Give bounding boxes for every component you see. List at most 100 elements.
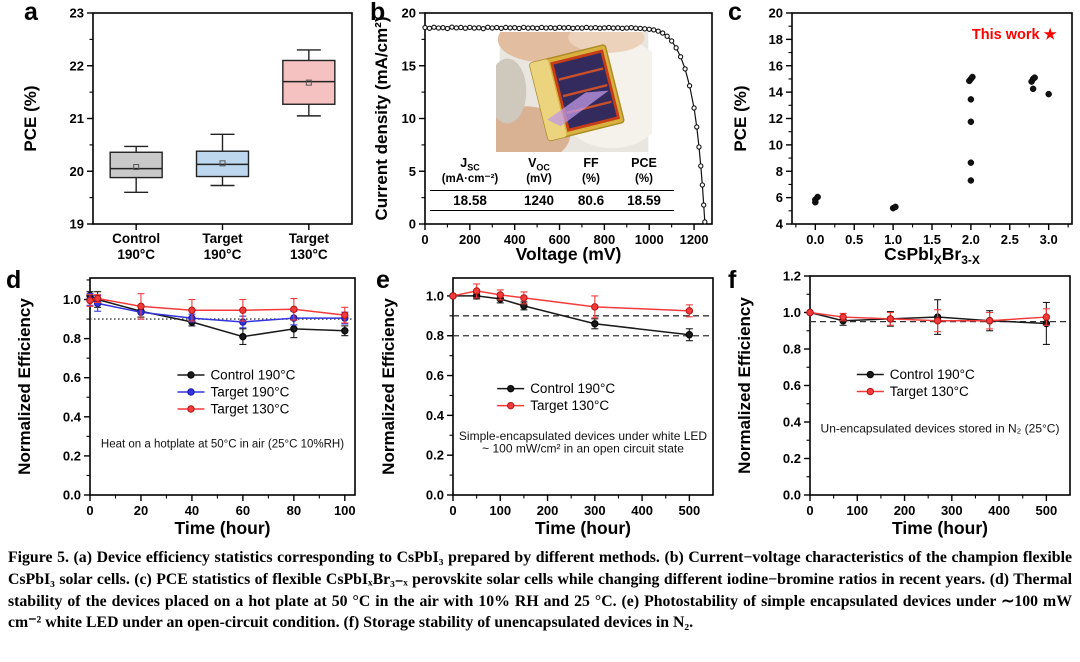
svg-text:PCE (%): PCE (%) bbox=[21, 85, 40, 151]
chart-e-photostability: 0.0 0.2 0.4 0.6 0.8 1.0 0 100 200 300 400 500 Contro… bbox=[379, 277, 714, 538]
svg-text:3.0: 3.0 bbox=[1040, 232, 1058, 247]
svg-text:0.4: 0.4 bbox=[783, 415, 802, 430]
svg-text:400: 400 bbox=[988, 503, 1010, 518]
svg-text:60: 60 bbox=[236, 503, 250, 518]
svg-text:Target 130°C: Target 130°C bbox=[530, 398, 609, 413]
pce-value: 18.59 bbox=[627, 192, 661, 208]
jsc-value: 18.58 bbox=[453, 192, 487, 208]
svg-text:0.8: 0.8 bbox=[783, 342, 801, 357]
svg-text:40: 40 bbox=[185, 503, 199, 518]
svg-text:6: 6 bbox=[776, 190, 783, 205]
svg-text:300: 300 bbox=[584, 503, 606, 518]
solar-cell-photo-drawing bbox=[478, 16, 672, 164]
svg-text:Target 130°C: Target 130°C bbox=[210, 401, 289, 416]
svg-text:Target 190°C: Target 190°C bbox=[210, 384, 289, 399]
svg-text:18: 18 bbox=[769, 32, 783, 47]
svg-text:100: 100 bbox=[334, 503, 356, 518]
svg-text:Heat on a hotplate at 50°C in: Heat on a hotplate at 50°C in air (25°C … bbox=[101, 438, 344, 450]
svg-text:20: 20 bbox=[402, 6, 416, 21]
svg-text:22: 22 bbox=[70, 58, 84, 73]
svg-text:20: 20 bbox=[70, 164, 84, 179]
jsc-header: JSC bbox=[460, 156, 480, 173]
svg-text:1.0: 1.0 bbox=[783, 305, 801, 320]
svg-text:10: 10 bbox=[769, 137, 783, 152]
panel-c-label: c bbox=[728, 0, 742, 26]
svg-text:200: 200 bbox=[459, 232, 481, 247]
ff-value: 80.6 bbox=[577, 192, 605, 208]
panel-b-label: b bbox=[370, 0, 386, 26]
svg-text:0.0: 0.0 bbox=[426, 488, 444, 503]
svg-text:2.0: 2.0 bbox=[962, 232, 980, 247]
panel-c: 4 6 8 10 12 14 16 18 20 0.0 0.5 1.0 1.5 2.0 2.5 3.0 This… bbox=[720, 0, 1080, 266]
svg-text:0.0: 0.0 bbox=[63, 488, 81, 503]
chart-d-thermal-stability: 0.0 0.2 0.4 0.6 0.8 1.0 0 20 40 60 80 100 Control 19… bbox=[15, 277, 356, 538]
chart-c-scatter: 4 6 8 10 12 14 16 18 20 0.0 0.5 1.0 1.5 2.0 2.5 3.0 This… bbox=[731, 6, 1073, 266]
svg-text:1000: 1000 bbox=[635, 232, 664, 247]
svg-text:0.4: 0.4 bbox=[63, 409, 82, 424]
svg-text:190°C: 190°C bbox=[117, 247, 155, 262]
panel-f-label: f bbox=[728, 266, 737, 294]
svg-text:23: 23 bbox=[70, 6, 84, 21]
svg-text:80: 80 bbox=[287, 503, 301, 518]
panel-d: 0.0 0.2 0.4 0.6 0.8 1.0 0 20 40 60 80 100 Control 19… bbox=[0, 262, 368, 540]
svg-text:0.5: 0.5 bbox=[845, 232, 863, 247]
svg-text:0: 0 bbox=[409, 217, 416, 232]
jv-parameters-table: JSC (mA·cm⁻²) VOC (mV) FF (%) PCE (%) 18.58 … bbox=[430, 156, 674, 211]
svg-text:0.8: 0.8 bbox=[63, 331, 81, 346]
svg-text:0.8: 0.8 bbox=[426, 328, 444, 343]
svg-text:100: 100 bbox=[846, 503, 868, 518]
ff-header: FF bbox=[583, 156, 599, 170]
svg-text:Target 130°C: Target 130°C bbox=[890, 384, 969, 399]
svg-text:300: 300 bbox=[941, 503, 963, 518]
svg-text:0.2: 0.2 bbox=[783, 451, 801, 466]
svg-text:PCE (%): PCE (%) bbox=[731, 85, 750, 151]
svg-text:Current density (mA/cm²): Current density (mA/cm²) bbox=[372, 16, 391, 220]
svg-text:0.2: 0.2 bbox=[63, 448, 81, 463]
jv-table-values-row: 18.58 1240 80.6 18.59 bbox=[430, 189, 674, 211]
svg-text:0.0: 0.0 bbox=[783, 488, 801, 503]
svg-text:Target: Target bbox=[202, 231, 243, 246]
svg-text:1.2: 1.2 bbox=[783, 269, 801, 284]
svg-text:Simple-encapsulated devices un: Simple-encapsulated devices under white … bbox=[459, 429, 707, 443]
svg-text:800: 800 bbox=[594, 232, 616, 247]
svg-text:0: 0 bbox=[421, 232, 428, 247]
panel-a-label: a bbox=[24, 0, 38, 26]
svg-text:20: 20 bbox=[769, 6, 783, 21]
svg-text:100: 100 bbox=[489, 503, 511, 518]
svg-text:130°C: 130°C bbox=[290, 247, 328, 262]
svg-text:1.0: 1.0 bbox=[426, 288, 444, 303]
svg-text:Voltage (mV): Voltage (mV) bbox=[516, 244, 622, 264]
svg-text:600: 600 bbox=[549, 232, 571, 247]
svg-text:Time (hour): Time (hour) bbox=[892, 518, 988, 538]
svg-text:0.6: 0.6 bbox=[783, 378, 801, 393]
svg-text:0.6: 0.6 bbox=[63, 370, 81, 385]
svg-text:20: 20 bbox=[134, 503, 148, 518]
solar-cell-illustration bbox=[529, 44, 625, 142]
chart-f-storage-stability: 0.0 0.2 0.4 0.6 0.8 1.0 1.2 0 100 200 300 400 500 Con… bbox=[735, 269, 1071, 538]
svg-text:190°C: 190°C bbox=[204, 247, 242, 262]
svg-text:2.5: 2.5 bbox=[1001, 232, 1019, 247]
svg-text:200: 200 bbox=[894, 503, 916, 518]
svg-text:1200: 1200 bbox=[680, 232, 709, 247]
chart-a-boxplot: 1920212223Control190°CTarget190°CTarget1… bbox=[21, 6, 353, 262]
figure-caption: Figure 5. (a) Device efficiency statisti… bbox=[8, 549, 1072, 632]
svg-text:CsPbIXBr3-X: CsPbIXBr3-X bbox=[884, 244, 980, 266]
svg-text:0: 0 bbox=[86, 503, 93, 518]
svg-text:Normalized Efficiency: Normalized Efficiency bbox=[15, 298, 34, 475]
panel-f: 0.0 0.2 0.4 0.6 0.8 1.0 1.2 0 100 200 300 400 500 Con… bbox=[720, 262, 1080, 540]
svg-text:21: 21 bbox=[70, 111, 84, 126]
svg-text:200: 200 bbox=[537, 503, 559, 518]
svg-text:500: 500 bbox=[1036, 503, 1058, 518]
svg-text:Control 190°C: Control 190°C bbox=[530, 381, 615, 396]
svg-text:400: 400 bbox=[631, 503, 653, 518]
pce-header: PCE bbox=[631, 156, 657, 170]
svg-text:8: 8 bbox=[776, 164, 783, 179]
svg-text:0: 0 bbox=[806, 503, 813, 518]
svg-text:Normalized Efficiency: Normalized Efficiency bbox=[735, 297, 754, 474]
svg-text:4: 4 bbox=[776, 217, 784, 232]
svg-text:500: 500 bbox=[679, 503, 701, 518]
svg-text:12: 12 bbox=[769, 111, 783, 126]
svg-text:14: 14 bbox=[769, 85, 784, 100]
svg-text:Un-encapsulated devices stored: Un-encapsulated devices stored in N₂ (25… bbox=[821, 422, 1060, 436]
